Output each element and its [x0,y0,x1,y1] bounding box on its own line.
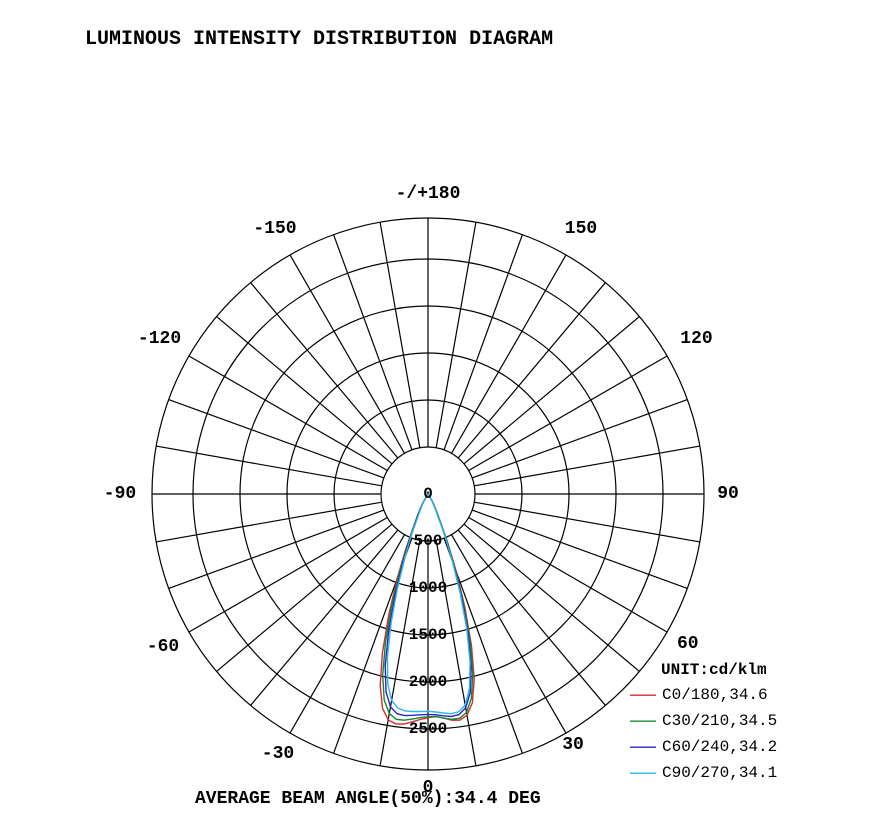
angle-label: -90 [104,484,136,504]
angle-label: 30 [562,735,584,755]
legend-label: C30/210,34.5 [662,712,777,730]
angle-label: -150 [253,219,296,239]
angle-label: -60 [147,637,179,657]
angle-label: 90 [717,484,739,504]
legend-label: C90/270,34.1 [662,764,777,782]
ring-label: 0 [423,485,433,503]
chart-title: LUMINOUS INTENSITY DISTRIBUTION DIAGRAM [85,28,553,51]
angle-label: 0 [423,778,434,798]
beam-angle-footer: AVERAGE BEAM ANGLE(50%):34.4 DEG [195,789,541,809]
legend-label: C0/180,34.6 [662,686,768,704]
ring-label: 1500 [409,626,447,644]
angle-label: 120 [680,329,712,349]
unit-label: UNIT:cd/klm [661,661,767,679]
angle-label: 60 [677,634,699,654]
ring-label: 500 [414,532,443,550]
angle-label: -/+180 [396,184,461,204]
angle-label: 150 [565,219,597,239]
angle-label: -30 [262,744,294,764]
angle-label: -120 [138,329,181,349]
legend-label: C60/240,34.2 [662,738,777,756]
ring-label: 2000 [409,673,447,691]
ring-label: 2500 [409,720,447,738]
polar-diagram [0,0,875,832]
ring-label: 1000 [409,579,447,597]
